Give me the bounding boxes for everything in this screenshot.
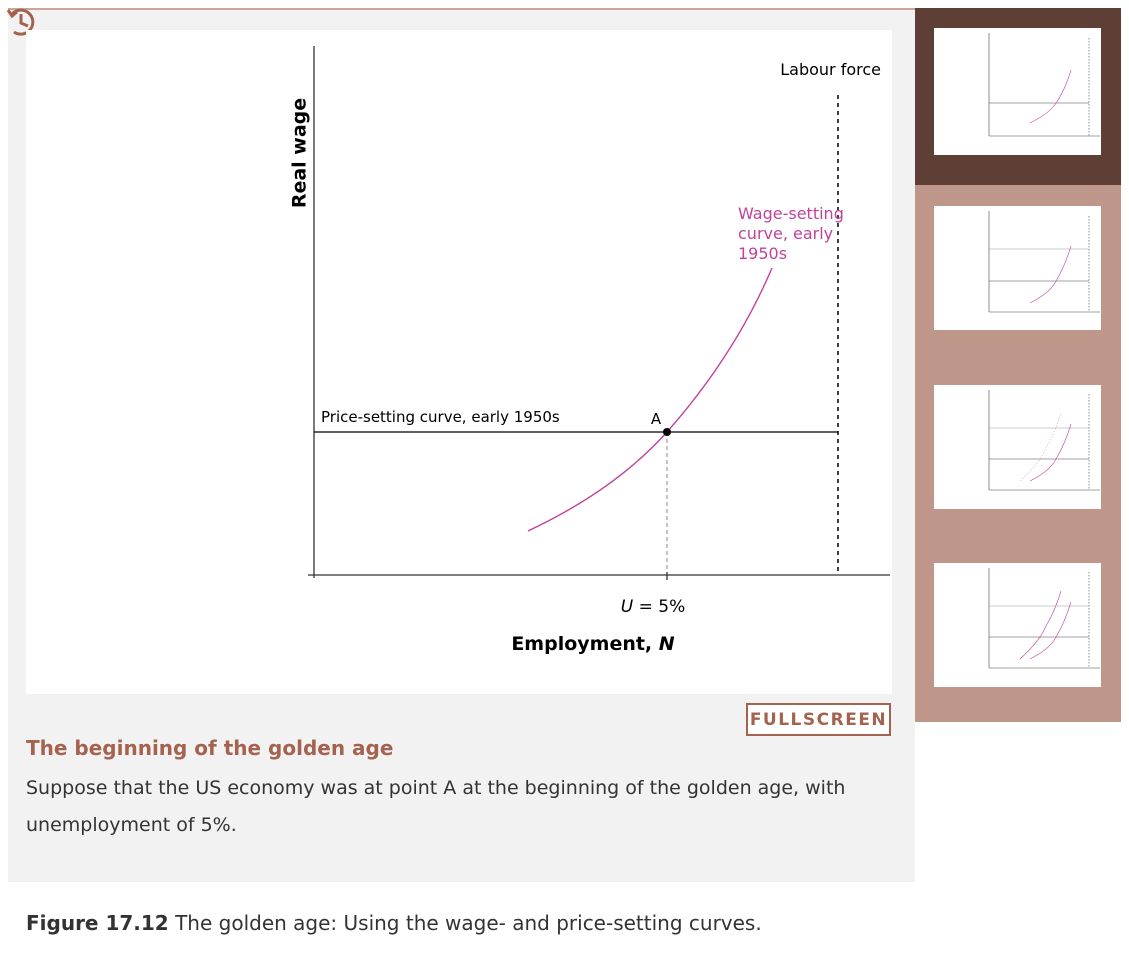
thumbnail[interactable] xyxy=(934,385,1101,509)
wage-curve-label: Wage-setting xyxy=(738,204,844,223)
thumbnail[interactable] xyxy=(934,563,1101,687)
symbol: N xyxy=(659,633,675,655)
y-axis-label: Real wage xyxy=(289,98,311,208)
symbol: U xyxy=(621,597,634,617)
unemployment-label: U = 5% xyxy=(621,597,685,617)
figure-number: Figure 17.12 xyxy=(26,911,169,935)
point-label: A xyxy=(651,410,662,428)
history-icon[interactable] xyxy=(6,8,35,36)
caption: Figure 17.12 The golden age: Using the w… xyxy=(26,911,762,935)
fullscreen-button[interactable]: FULLSCREEN xyxy=(746,703,891,736)
caption-text: The golden age: Using the wage- and pric… xyxy=(168,911,762,935)
step-title: The beginning of the golden age xyxy=(26,736,394,760)
labour-force-label: Labour force xyxy=(780,60,881,79)
figure-area xyxy=(26,30,892,694)
price-curve-label: Price-setting curve, early 1950s xyxy=(321,408,560,426)
text: = 5% xyxy=(633,597,685,617)
x-axis-label: Employment, N xyxy=(511,633,674,655)
wage-curve-label: curve, early xyxy=(738,224,833,243)
thumbnails xyxy=(915,8,1121,687)
thumbnail[interactable] xyxy=(934,28,1101,155)
thumbnail[interactable] xyxy=(934,206,1101,330)
text: Employment, xyxy=(511,633,658,655)
point-a xyxy=(663,428,671,436)
wage-curve-label: 1950s xyxy=(738,244,787,263)
step-text: Suppose that the US economy was at point… xyxy=(26,777,846,836)
